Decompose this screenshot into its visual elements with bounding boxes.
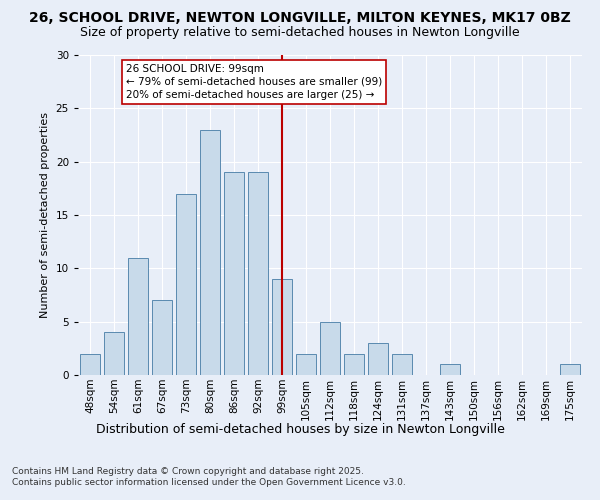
Bar: [200, 130, 220, 375]
Bar: [248, 172, 268, 375]
Text: Size of property relative to semi-detached houses in Newton Longville: Size of property relative to semi-detach…: [80, 26, 520, 39]
Bar: [224, 172, 244, 375]
Bar: [176, 194, 196, 375]
Bar: [368, 343, 388, 375]
Bar: [104, 332, 124, 375]
Y-axis label: Number of semi-detached properties: Number of semi-detached properties: [40, 112, 50, 318]
Bar: [80, 354, 100, 375]
Text: 26, SCHOOL DRIVE, NEWTON LONGVILLE, MILTON KEYNES, MK17 0BZ: 26, SCHOOL DRIVE, NEWTON LONGVILLE, MILT…: [29, 11, 571, 25]
Text: Contains HM Land Registry data © Crown copyright and database right 2025.
Contai: Contains HM Land Registry data © Crown c…: [12, 468, 406, 487]
Text: 26 SCHOOL DRIVE: 99sqm
← 79% of semi-detached houses are smaller (99)
20% of sem: 26 SCHOOL DRIVE: 99sqm ← 79% of semi-det…: [126, 64, 382, 100]
Bar: [320, 322, 340, 375]
Bar: [128, 258, 148, 375]
Bar: [272, 279, 292, 375]
Bar: [152, 300, 172, 375]
Bar: [296, 354, 316, 375]
Text: Distribution of semi-detached houses by size in Newton Longville: Distribution of semi-detached houses by …: [95, 422, 505, 436]
Bar: [560, 364, 580, 375]
Bar: [440, 364, 460, 375]
Bar: [344, 354, 364, 375]
Bar: [392, 354, 412, 375]
